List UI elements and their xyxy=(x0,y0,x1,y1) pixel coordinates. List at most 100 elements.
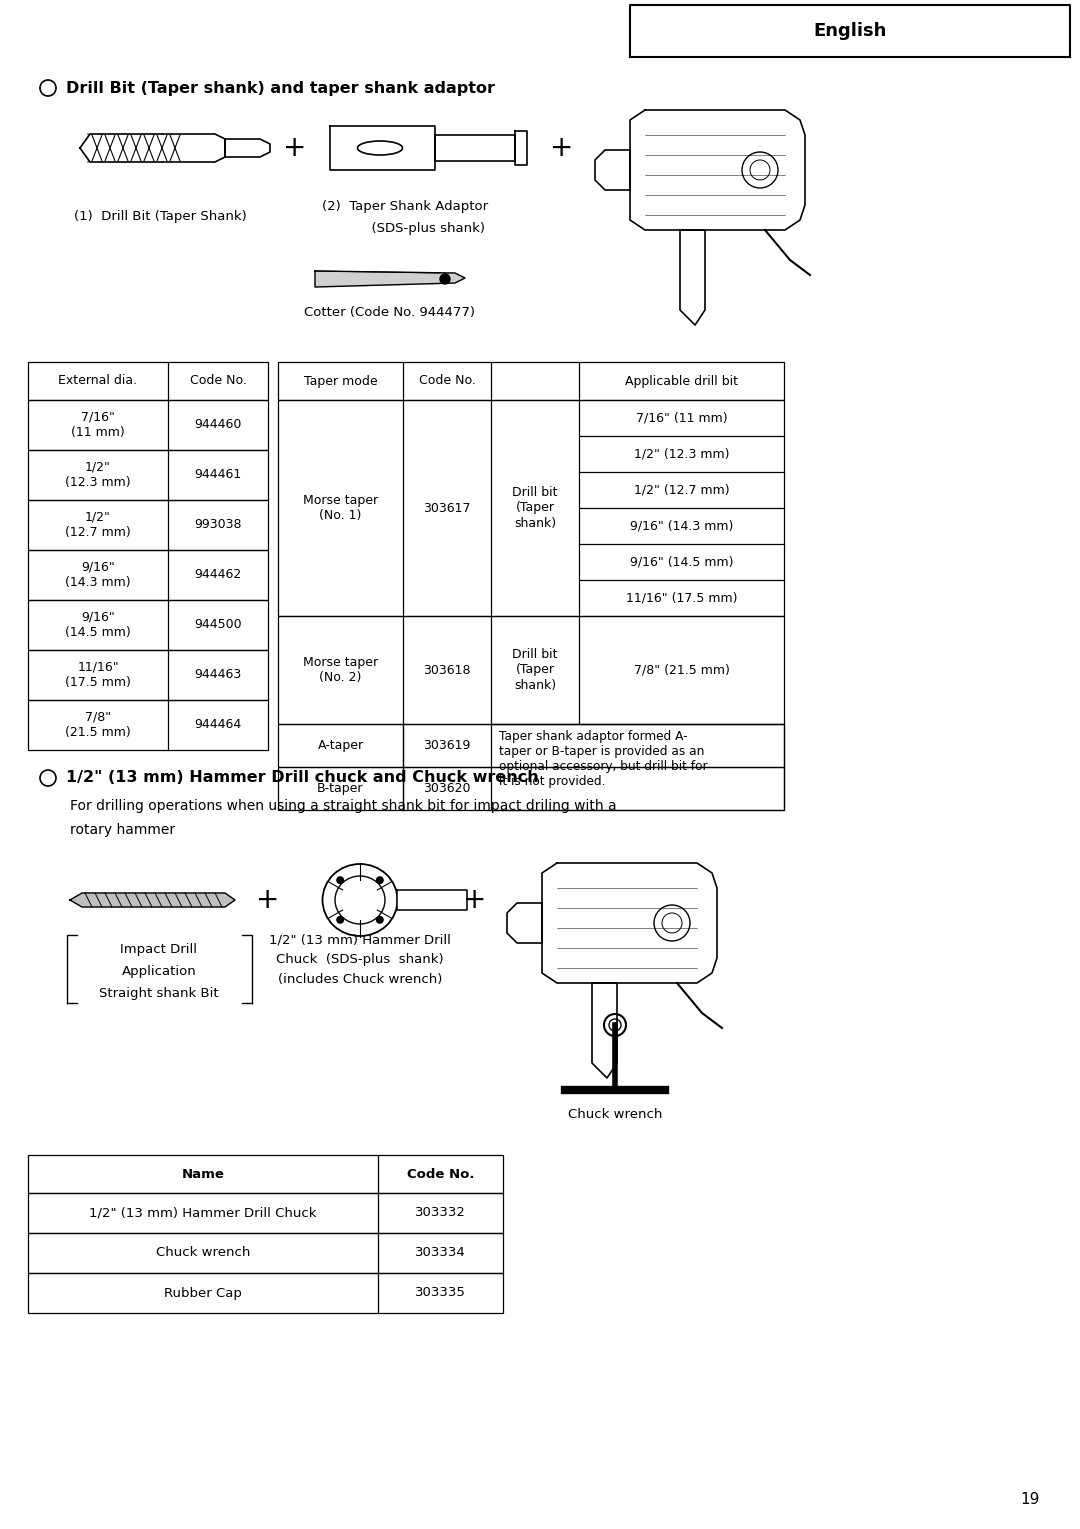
Text: 944460: 944460 xyxy=(194,419,242,431)
Bar xyxy=(278,768,784,810)
Text: Impact Drill: Impact Drill xyxy=(121,943,198,957)
Text: 11/16" (17.5 mm): 11/16" (17.5 mm) xyxy=(625,592,738,604)
Text: rotary hammer: rotary hammer xyxy=(70,823,175,836)
Bar xyxy=(278,362,784,401)
Text: 944500: 944500 xyxy=(194,619,242,631)
Text: 944462: 944462 xyxy=(194,569,242,581)
Polygon shape xyxy=(592,983,617,1078)
Text: Code No.: Code No. xyxy=(419,375,475,387)
Bar xyxy=(28,550,268,599)
Text: (SDS-plus shank): (SDS-plus shank) xyxy=(346,222,485,235)
Text: 7/16"
(11 mm): 7/16" (11 mm) xyxy=(71,411,125,439)
Polygon shape xyxy=(315,271,465,287)
Circle shape xyxy=(376,876,383,884)
Bar xyxy=(28,700,268,751)
Text: Drill Bit (Taper shank) and taper shank adaptor: Drill Bit (Taper shank) and taper shank … xyxy=(66,81,495,95)
Bar xyxy=(491,725,784,810)
Text: 303619: 303619 xyxy=(423,739,471,752)
Text: +: + xyxy=(463,885,487,914)
Text: B-taper: B-taper xyxy=(318,781,364,795)
Text: Taper shank adaptor formed A-
taper or B-taper is provided as an
optional access: Taper shank adaptor formed A- taper or B… xyxy=(499,729,707,787)
Circle shape xyxy=(440,274,450,284)
Text: 1/2"
(12.7 mm): 1/2" (12.7 mm) xyxy=(65,511,131,540)
Text: 19: 19 xyxy=(1021,1492,1040,1508)
Text: 11/16"
(17.5 mm): 11/16" (17.5 mm) xyxy=(65,661,131,690)
Text: +: + xyxy=(256,885,280,914)
Text: Name: Name xyxy=(181,1168,225,1180)
Text: Chuck  (SDS-plus  shank): Chuck (SDS-plus shank) xyxy=(276,954,444,966)
Bar xyxy=(278,401,784,616)
Bar xyxy=(28,500,268,550)
Text: Chuck wrench: Chuck wrench xyxy=(156,1246,251,1260)
Polygon shape xyxy=(225,139,270,157)
Text: Morse taper
(No. 1): Morse taper (No. 1) xyxy=(302,494,378,521)
Circle shape xyxy=(336,876,345,884)
Text: 1/2" (13 mm) Hammer Drill Chuck: 1/2" (13 mm) Hammer Drill Chuck xyxy=(90,1206,316,1220)
Text: 303332: 303332 xyxy=(415,1206,465,1220)
Polygon shape xyxy=(435,135,515,161)
Text: Code No.: Code No. xyxy=(190,375,246,387)
Circle shape xyxy=(336,916,345,924)
Text: (2)  Taper Shank Adaptor: (2) Taper Shank Adaptor xyxy=(322,200,488,213)
Text: 9/16"
(14.5 mm): 9/16" (14.5 mm) xyxy=(65,612,131,639)
Text: +: + xyxy=(283,135,307,162)
Text: Drill bit
(Taper
shank): Drill bit (Taper shank) xyxy=(512,648,557,691)
Text: Application: Application xyxy=(122,965,197,979)
Text: 9/16"
(14.3 mm): 9/16" (14.3 mm) xyxy=(65,561,131,589)
Ellipse shape xyxy=(323,864,397,936)
Polygon shape xyxy=(542,862,717,983)
Text: Drill bit
(Taper
shank): Drill bit (Taper shank) xyxy=(512,486,557,529)
Text: Applicable drill bit: Applicable drill bit xyxy=(625,375,738,387)
Text: 1/2" (13 mm) Hammer Drill chuck and Chuck wrench: 1/2" (13 mm) Hammer Drill chuck and Chuc… xyxy=(66,771,539,786)
Bar xyxy=(28,401,268,450)
Bar xyxy=(28,1274,503,1313)
Text: Code No.: Code No. xyxy=(407,1168,474,1180)
Text: External dia.: External dia. xyxy=(58,375,137,387)
Text: 7/8"
(21.5 mm): 7/8" (21.5 mm) xyxy=(65,711,131,739)
Text: 944461: 944461 xyxy=(194,468,242,482)
Bar xyxy=(28,599,268,650)
Bar xyxy=(28,1232,503,1274)
Polygon shape xyxy=(595,150,630,190)
Bar xyxy=(28,650,268,700)
Polygon shape xyxy=(680,229,705,326)
Text: English: English xyxy=(813,21,887,40)
Text: 303335: 303335 xyxy=(415,1286,465,1300)
Text: 1/2" (13 mm) Hammer Drill: 1/2" (13 mm) Hammer Drill xyxy=(269,934,451,946)
Ellipse shape xyxy=(335,876,384,924)
Bar xyxy=(28,362,268,401)
Text: (1)  Drill Bit (Taper Shank): (1) Drill Bit (Taper Shank) xyxy=(73,209,246,223)
Text: 1/2"
(12.3 mm): 1/2" (12.3 mm) xyxy=(65,462,131,489)
Text: 303334: 303334 xyxy=(415,1246,465,1260)
Text: 1/2" (12.3 mm): 1/2" (12.3 mm) xyxy=(634,448,729,460)
Text: 7/16" (11 mm): 7/16" (11 mm) xyxy=(636,411,727,425)
Text: (includes Chuck wrench): (includes Chuck wrench) xyxy=(278,974,442,986)
Text: 7/8" (21.5 mm): 7/8" (21.5 mm) xyxy=(634,664,729,676)
Text: Rubber Cap: Rubber Cap xyxy=(164,1286,242,1300)
Text: A-taper: A-taper xyxy=(318,739,364,752)
Polygon shape xyxy=(80,135,225,162)
Text: 303618: 303618 xyxy=(423,664,471,676)
Text: 303620: 303620 xyxy=(423,781,471,795)
Text: 303617: 303617 xyxy=(423,502,471,514)
Text: Cotter (Code No. 944477): Cotter (Code No. 944477) xyxy=(305,306,475,320)
Text: 944464: 944464 xyxy=(194,719,242,731)
Polygon shape xyxy=(70,893,235,907)
Text: 1/2" (12.7 mm): 1/2" (12.7 mm) xyxy=(634,483,729,497)
Ellipse shape xyxy=(357,141,403,154)
Text: 993038: 993038 xyxy=(194,518,242,532)
Polygon shape xyxy=(330,125,435,170)
Text: Morse taper
(No. 2): Morse taper (No. 2) xyxy=(302,656,378,683)
Bar xyxy=(28,450,268,500)
Polygon shape xyxy=(515,131,527,165)
Text: Chuck wrench: Chuck wrench xyxy=(568,1109,662,1121)
Polygon shape xyxy=(507,904,542,943)
Polygon shape xyxy=(630,110,805,229)
Text: 9/16" (14.3 mm): 9/16" (14.3 mm) xyxy=(630,520,733,532)
Bar xyxy=(278,725,784,768)
Text: Straight shank Bit: Straight shank Bit xyxy=(99,988,219,1000)
Bar xyxy=(28,1154,503,1193)
Text: Taper mode: Taper mode xyxy=(303,375,377,387)
Bar xyxy=(278,616,784,725)
Circle shape xyxy=(376,916,383,924)
